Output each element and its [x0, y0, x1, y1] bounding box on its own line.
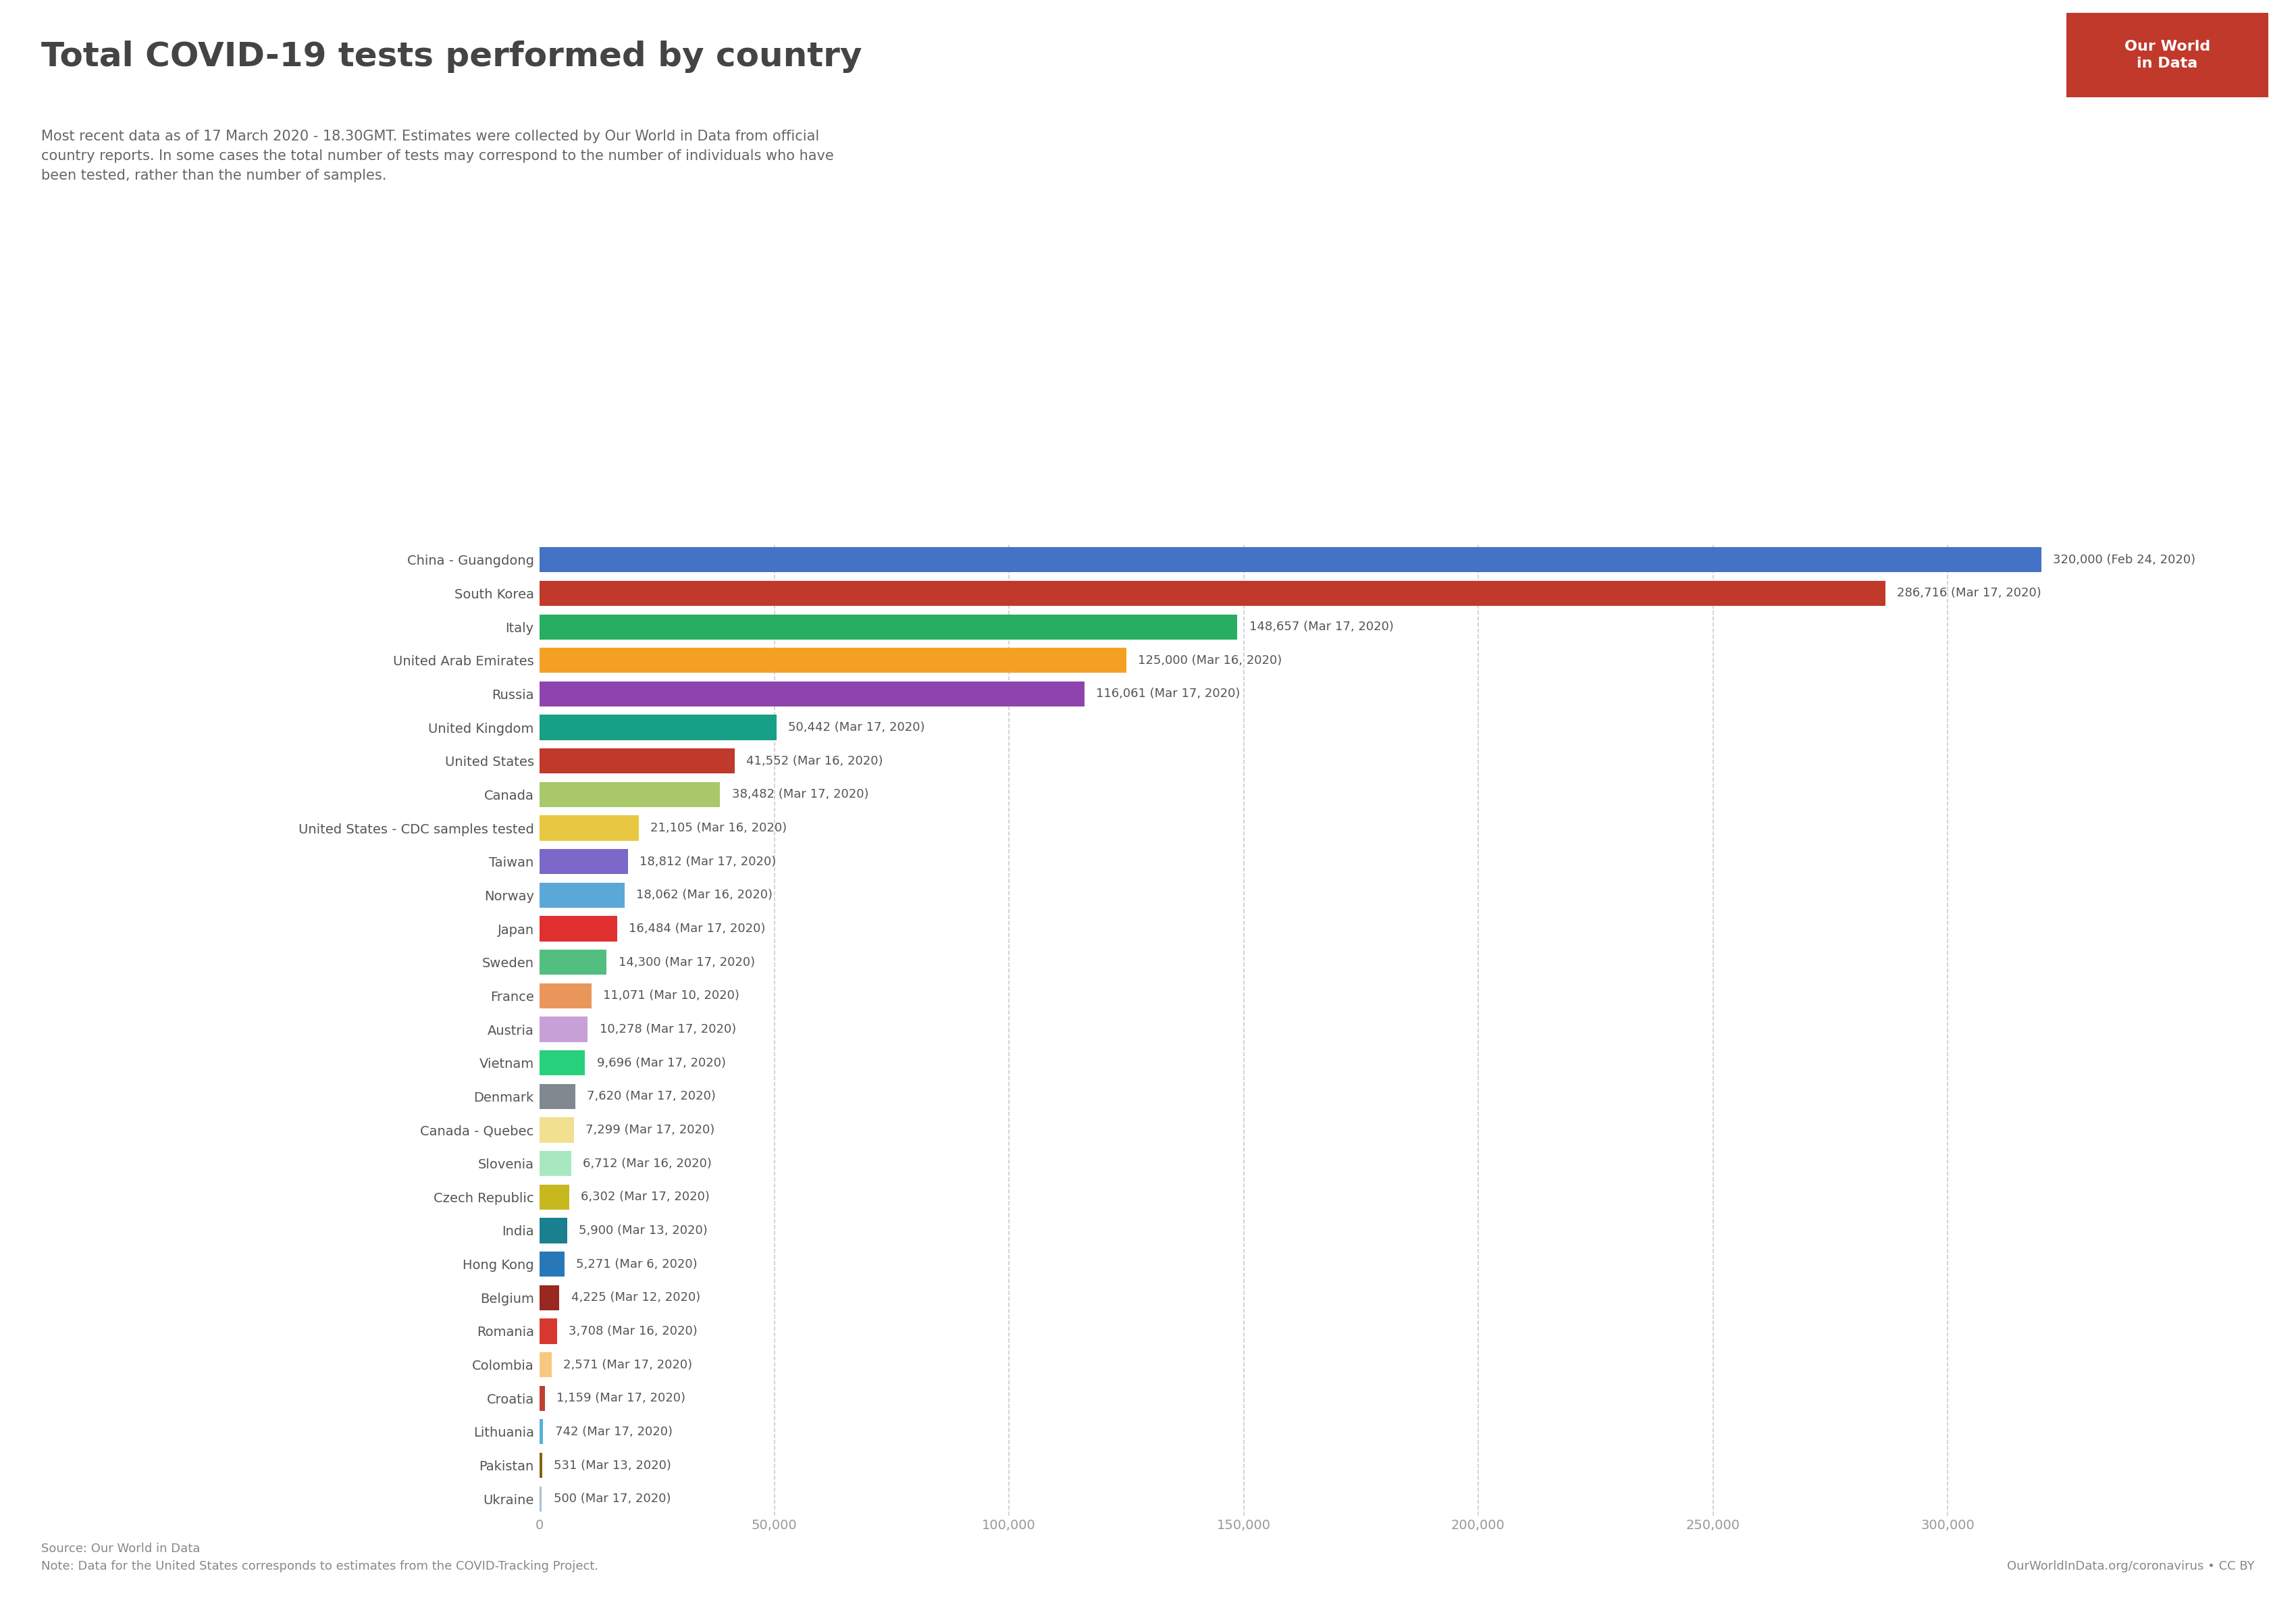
Text: 41,552 (Mar 16, 2020): 41,552 (Mar 16, 2020) [746, 755, 884, 767]
Text: 742 (Mar 17, 2020): 742 (Mar 17, 2020) [556, 1426, 673, 1438]
Bar [540, 984, 592, 1008]
Text: 500 (Mar 17, 2020): 500 (Mar 17, 2020) [553, 1493, 670, 1504]
Bar [540, 882, 625, 908]
Bar [540, 1251, 565, 1277]
Text: 6,712 (Mar 16, 2020): 6,712 (Mar 16, 2020) [583, 1157, 712, 1170]
Bar [540, 916, 618, 942]
Bar [540, 1318, 558, 1344]
Text: 16,484 (Mar 17, 2020): 16,484 (Mar 17, 2020) [629, 922, 765, 935]
Text: 2,571 (Mar 17, 2020): 2,571 (Mar 17, 2020) [563, 1358, 693, 1371]
Bar [540, 548, 2041, 572]
Text: 18,812 (Mar 17, 2020): 18,812 (Mar 17, 2020) [641, 856, 776, 867]
Text: 531 (Mar 13, 2020): 531 (Mar 13, 2020) [553, 1459, 670, 1472]
Bar [540, 781, 721, 807]
Text: Source: Our World in Data
Note: Data for the United States corresponds to estima: Source: Our World in Data Note: Data for… [41, 1543, 599, 1572]
Bar [540, 1185, 569, 1209]
Text: Total COVID-19 tests performed by country: Total COVID-19 tests performed by countr… [41, 41, 863, 73]
Text: 9,696 (Mar 17, 2020): 9,696 (Mar 17, 2020) [597, 1057, 726, 1068]
Bar [540, 950, 606, 974]
Text: Our World
in Data: Our World in Data [2124, 39, 2211, 70]
Text: 3,708 (Mar 16, 2020): 3,708 (Mar 16, 2020) [569, 1324, 698, 1337]
Text: 11,071 (Mar 10, 2020): 11,071 (Mar 10, 2020) [604, 990, 739, 1002]
Text: 1,159 (Mar 17, 2020): 1,159 (Mar 17, 2020) [556, 1392, 687, 1404]
Bar [540, 648, 1127, 673]
Bar [540, 1050, 585, 1075]
Bar [540, 614, 1238, 639]
Bar [540, 1016, 588, 1042]
Bar [540, 749, 735, 773]
Text: 14,300 (Mar 17, 2020): 14,300 (Mar 17, 2020) [618, 956, 755, 968]
Text: 4,225 (Mar 12, 2020): 4,225 (Mar 12, 2020) [572, 1292, 700, 1303]
Text: 125,000 (Mar 16, 2020): 125,000 (Mar 16, 2020) [1139, 655, 1281, 666]
Bar [540, 1151, 572, 1177]
Text: OurWorldInData.org/coronavirus • CC BY: OurWorldInData.org/coronavirus • CC BY [2007, 1559, 2255, 1572]
Bar [540, 1217, 567, 1243]
Text: 18,062 (Mar 16, 2020): 18,062 (Mar 16, 2020) [636, 888, 771, 901]
Bar [540, 1352, 551, 1378]
Bar [540, 1386, 544, 1410]
Text: Most recent data as of 17 March 2020 - 18.30GMT. Estimates were collected by Our: Most recent data as of 17 March 2020 - 1… [41, 130, 833, 182]
Bar [540, 1285, 560, 1310]
Text: 320,000 (Feb 24, 2020): 320,000 (Feb 24, 2020) [2053, 554, 2195, 566]
Bar [540, 1420, 544, 1444]
Text: 5,900 (Mar 13, 2020): 5,900 (Mar 13, 2020) [579, 1224, 707, 1237]
Bar [540, 1452, 542, 1478]
Bar [540, 580, 1885, 606]
Text: 10,278 (Mar 17, 2020): 10,278 (Mar 17, 2020) [599, 1023, 737, 1036]
Text: 286,716 (Mar 17, 2020): 286,716 (Mar 17, 2020) [1896, 587, 2041, 600]
Bar [540, 1084, 576, 1109]
Bar [540, 681, 1084, 707]
Bar [540, 815, 638, 841]
Text: 6,302 (Mar 17, 2020): 6,302 (Mar 17, 2020) [581, 1191, 709, 1203]
Text: 5,271 (Mar 6, 2020): 5,271 (Mar 6, 2020) [576, 1258, 698, 1271]
Bar [540, 1486, 542, 1511]
Text: 21,105 (Mar 16, 2020): 21,105 (Mar 16, 2020) [650, 822, 788, 835]
Text: 7,620 (Mar 17, 2020): 7,620 (Mar 17, 2020) [588, 1091, 716, 1102]
Text: 7,299 (Mar 17, 2020): 7,299 (Mar 17, 2020) [585, 1123, 714, 1136]
Text: 116,061 (Mar 17, 2020): 116,061 (Mar 17, 2020) [1095, 687, 1240, 700]
Text: 50,442 (Mar 17, 2020): 50,442 (Mar 17, 2020) [788, 721, 925, 734]
Bar [540, 1117, 574, 1143]
Text: 38,482 (Mar 17, 2020): 38,482 (Mar 17, 2020) [732, 788, 868, 801]
Text: 148,657 (Mar 17, 2020): 148,657 (Mar 17, 2020) [1249, 621, 1394, 632]
Bar [540, 715, 776, 741]
Bar [540, 849, 627, 874]
